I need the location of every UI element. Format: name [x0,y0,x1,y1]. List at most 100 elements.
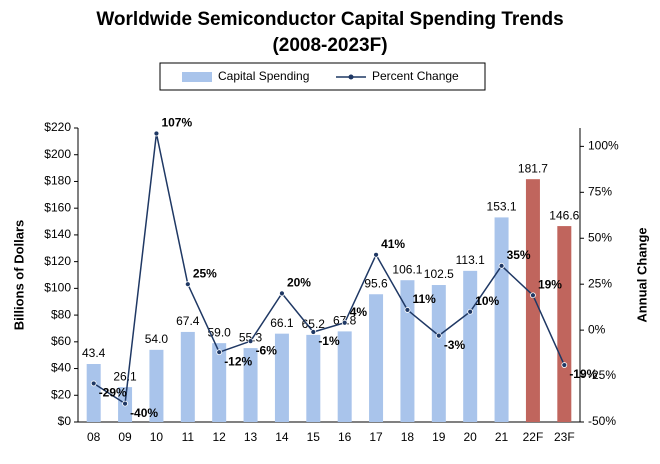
y2-tick-label: 0% [588,322,606,336]
x-tick-label: 13 [244,430,258,444]
bar-label: 65.2 [302,317,326,331]
bar-label: 59.0 [208,325,232,339]
y2-tick-label: 25% [588,276,612,290]
x-tick-label: 21 [495,430,509,444]
y-tick-label: $140 [44,227,71,241]
line-marker [404,307,411,313]
y2-tick-label: -50% [588,414,616,428]
point-label: 4% [350,305,368,319]
point-label: 35% [507,248,531,262]
point-label: -40% [130,406,158,420]
legend-box [159,62,486,91]
point-label: 19% [538,277,562,291]
x-tick-label: 08 [87,430,101,444]
line-marker [216,349,223,356]
line-marker [435,332,442,339]
legend-label: Capital Spending [218,69,309,83]
y-tick-label: $40 [51,361,71,375]
bar [86,364,101,422]
x-tick-label: 12 [213,430,227,444]
bar [400,280,415,422]
line-marker [373,251,379,258]
x-tick-label: 17 [369,430,383,444]
y-tick-label: $0 [58,414,72,428]
bar [212,343,227,422]
bar [463,270,478,422]
x-tick-label: 09 [118,430,132,444]
bar-label: 146.6 [549,208,579,222]
bar-label: 102.5 [424,267,454,281]
line-marker [247,338,254,345]
chart-subtitle: (2008-2023F) [272,35,387,56]
bar [243,348,258,422]
line-marker [530,292,536,299]
y-tick-label: $180 [44,174,71,188]
chart-title: Worldwide Semiconductor Capital Spending… [96,9,563,30]
line-marker [90,380,97,387]
line-marker [341,319,348,326]
point-label: -19% [569,367,597,381]
y2-tick-label: 75% [588,184,612,198]
x-tick-label: 15 [307,430,321,444]
line-marker [279,290,285,297]
legend-swatch [182,72,212,82]
line-marker [153,130,160,137]
point-label: 20% [287,276,311,290]
y-tick-label: $100 [44,281,71,295]
point-label: 11% [412,292,436,306]
bar-label: 67.4 [176,314,200,328]
y2-tick-label: 100% [588,139,619,153]
point-label: 10% [475,294,499,308]
y-tick-label: $80 [51,307,71,321]
bar-label: 113.1 [456,253,485,267]
bar-label: 66.1 [270,316,294,330]
bar [557,226,572,422]
line-marker [184,281,191,288]
point-label: 25% [193,266,217,280]
bar [306,334,321,422]
x-tick-label: 14 [275,430,289,444]
y-tick-label: $20 [51,387,71,401]
bar [525,179,540,422]
legend-marker [348,74,354,80]
point-label: -3% [444,338,466,352]
y-tick-label: $220 [44,120,71,134]
y-tick-label: $200 [44,147,71,161]
x-tick-label: 16 [338,430,352,444]
x-tick-label: 18 [401,430,415,444]
bar-label: 55.3 [239,330,263,344]
bar-label: 54.0 [145,332,169,346]
bar [337,331,352,422]
bar [149,349,164,422]
x-tick-label: 11 [182,430,195,444]
bar [180,331,195,422]
x-tick-label: 22F [523,430,544,444]
bar [274,333,289,422]
y-tick-label: $120 [44,254,71,268]
x-tick-label: 19 [432,430,446,444]
line-marker [467,308,474,315]
line [93,133,565,405]
point-label: -6% [256,343,278,357]
x-tick-label: 10 [150,430,164,444]
bar [369,294,384,422]
y2-tick-label: -25% [588,368,616,382]
y-tick-label: $160 [44,200,71,214]
bar-label: 43.4 [82,346,106,360]
y2-tick-label: 50% [588,230,612,244]
line-marker [310,329,317,335]
line-marker [122,400,128,407]
legend-label: Percent Change [372,69,459,83]
y-tick-label: $60 [51,334,71,348]
y2-axis-title: Annual Change [634,227,649,322]
point-label: -12% [224,354,252,368]
point-label: -29% [99,386,127,400]
x-tick-label: 20 [464,430,478,444]
bar-label: 153.1 [487,200,517,214]
line-marker [498,262,505,269]
point-label: -1% [318,334,340,348]
x-tick-label: 23F [554,430,575,444]
bar-label: 26.1 [113,369,137,383]
